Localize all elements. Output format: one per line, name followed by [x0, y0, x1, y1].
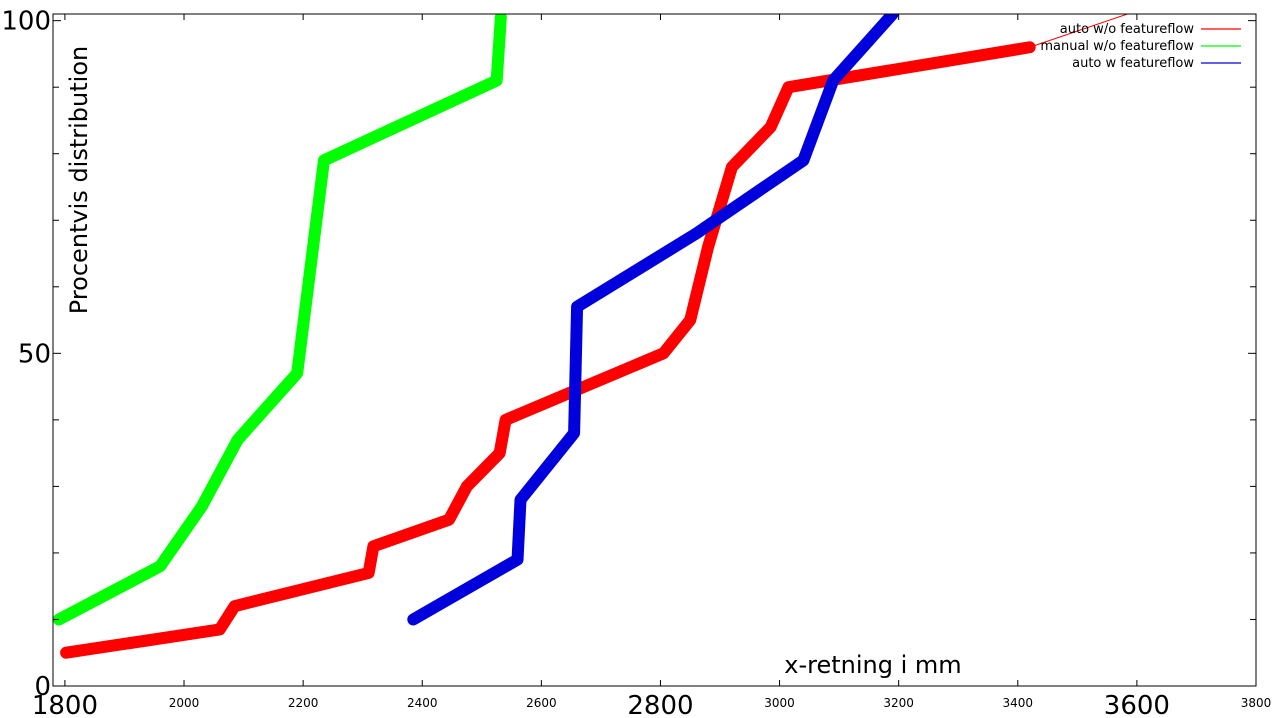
x-tick-label: 3800	[1241, 696, 1272, 710]
x-tick-label: 2200	[288, 696, 319, 710]
x-tick-label: 2400	[407, 696, 438, 710]
x-axis-title: x-retning i mm	[784, 651, 961, 679]
series-line-3	[407, 14, 899, 626]
legend-entry-label: manual w/o featureflow	[1040, 39, 1194, 54]
series-layer	[53, 14, 1130, 659]
tick-layer	[53, 14, 1257, 687]
legend-entry-label: auto w/o featureflow	[1060, 22, 1195, 37]
legend-entry-label: auto w featureflow	[1072, 56, 1194, 71]
y-axis-title: Procentvis distribution	[65, 46, 93, 314]
y-tick-label: 100	[1, 7, 51, 37]
label-layer: 1800 2000 2200 2400 2600 2800 3000 3200 3400 3600…	[1, 7, 1271, 718]
series-line-2	[53, 14, 507, 626]
series-extension-line	[1029, 14, 1130, 48]
plot-frame	[52, 13, 1257, 687]
x-tick-label: 3400	[1003, 696, 1034, 710]
x-tick-label: 2800	[627, 691, 693, 718]
series-line-1	[60, 41, 1036, 659]
x-tick-label: 3000	[764, 696, 795, 710]
legend: auto w/o featureflow manual w/o featurefl…	[1040, 22, 1241, 71]
x-tick-label: 1800	[32, 691, 98, 718]
y-tick-label: 0	[34, 672, 51, 702]
x-tick-label: 3600	[1104, 691, 1170, 718]
x-tick-label: 2000	[169, 696, 200, 710]
x-tick-label: 2600	[526, 696, 557, 710]
x-tick-label: 3200	[883, 696, 914, 710]
y-tick-label: 50	[18, 339, 51, 369]
